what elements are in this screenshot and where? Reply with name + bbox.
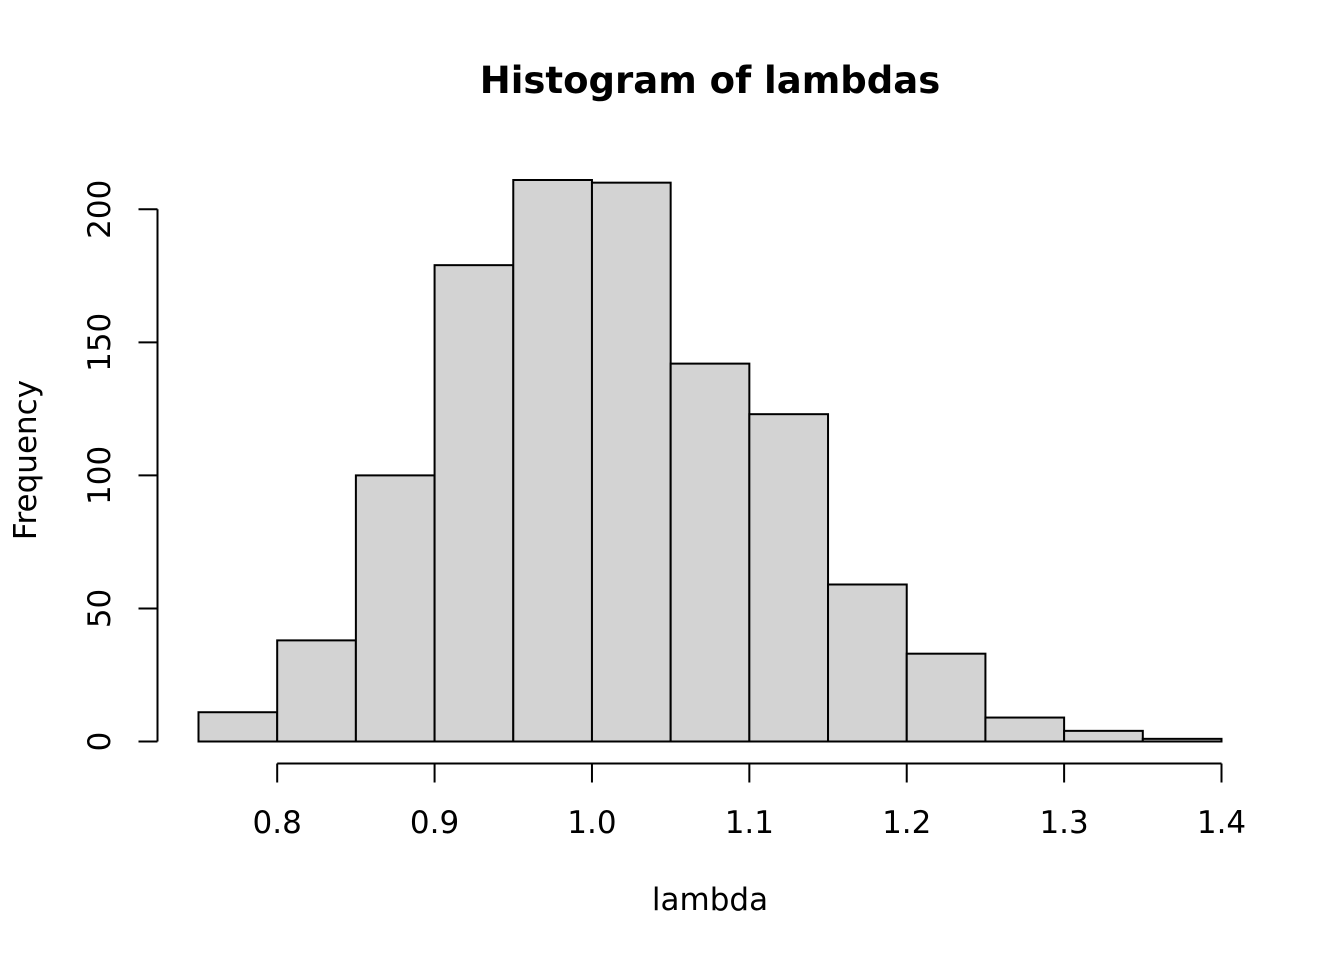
histogram-bar — [433, 264, 515, 743]
histogram-bar — [512, 179, 593, 743]
histogram-bar — [197, 711, 279, 743]
x-tick-label: 1.2 — [882, 805, 931, 841]
x-tick-label: 1.0 — [567, 805, 616, 841]
histogram-bar — [354, 474, 436, 743]
y-tick-label: 50 — [82, 589, 118, 628]
histogram-bar — [276, 639, 357, 743]
chart-title: Histogram of lambdas — [480, 59, 940, 102]
x-axis-title: lambda — [652, 882, 768, 918]
x-tick-label: 0.9 — [410, 805, 459, 841]
y-tick-label: 0 — [82, 732, 118, 752]
y-axis-title: Frequency — [8, 380, 44, 540]
histogram-bar — [984, 716, 1066, 743]
y-tick-label: 100 — [82, 446, 118, 505]
y-tick-label: 200 — [82, 180, 118, 239]
histogram-bar — [827, 583, 908, 743]
x-tick-label: 1.3 — [1039, 805, 1088, 841]
x-tick-label: 1.4 — [1197, 805, 1246, 841]
histogram-bar — [748, 413, 830, 743]
bars-group — [197, 179, 1223, 743]
y-axis: 0 50 100 150 200 — [82, 180, 159, 752]
y-tick-label: 150 — [82, 313, 118, 372]
histogram-bar — [1141, 737, 1223, 743]
histogram-bar — [905, 652, 987, 743]
histogram-bar — [1063, 729, 1144, 743]
x-tick-label: 0.8 — [253, 805, 302, 841]
histogram-bar — [590, 181, 672, 743]
histogram-bar — [669, 362, 751, 743]
x-axis: 0.8 0.9 1.0 1.1 1.2 1.3 1.4 — [253, 762, 1246, 841]
x-tick-label: 1.1 — [725, 805, 774, 841]
